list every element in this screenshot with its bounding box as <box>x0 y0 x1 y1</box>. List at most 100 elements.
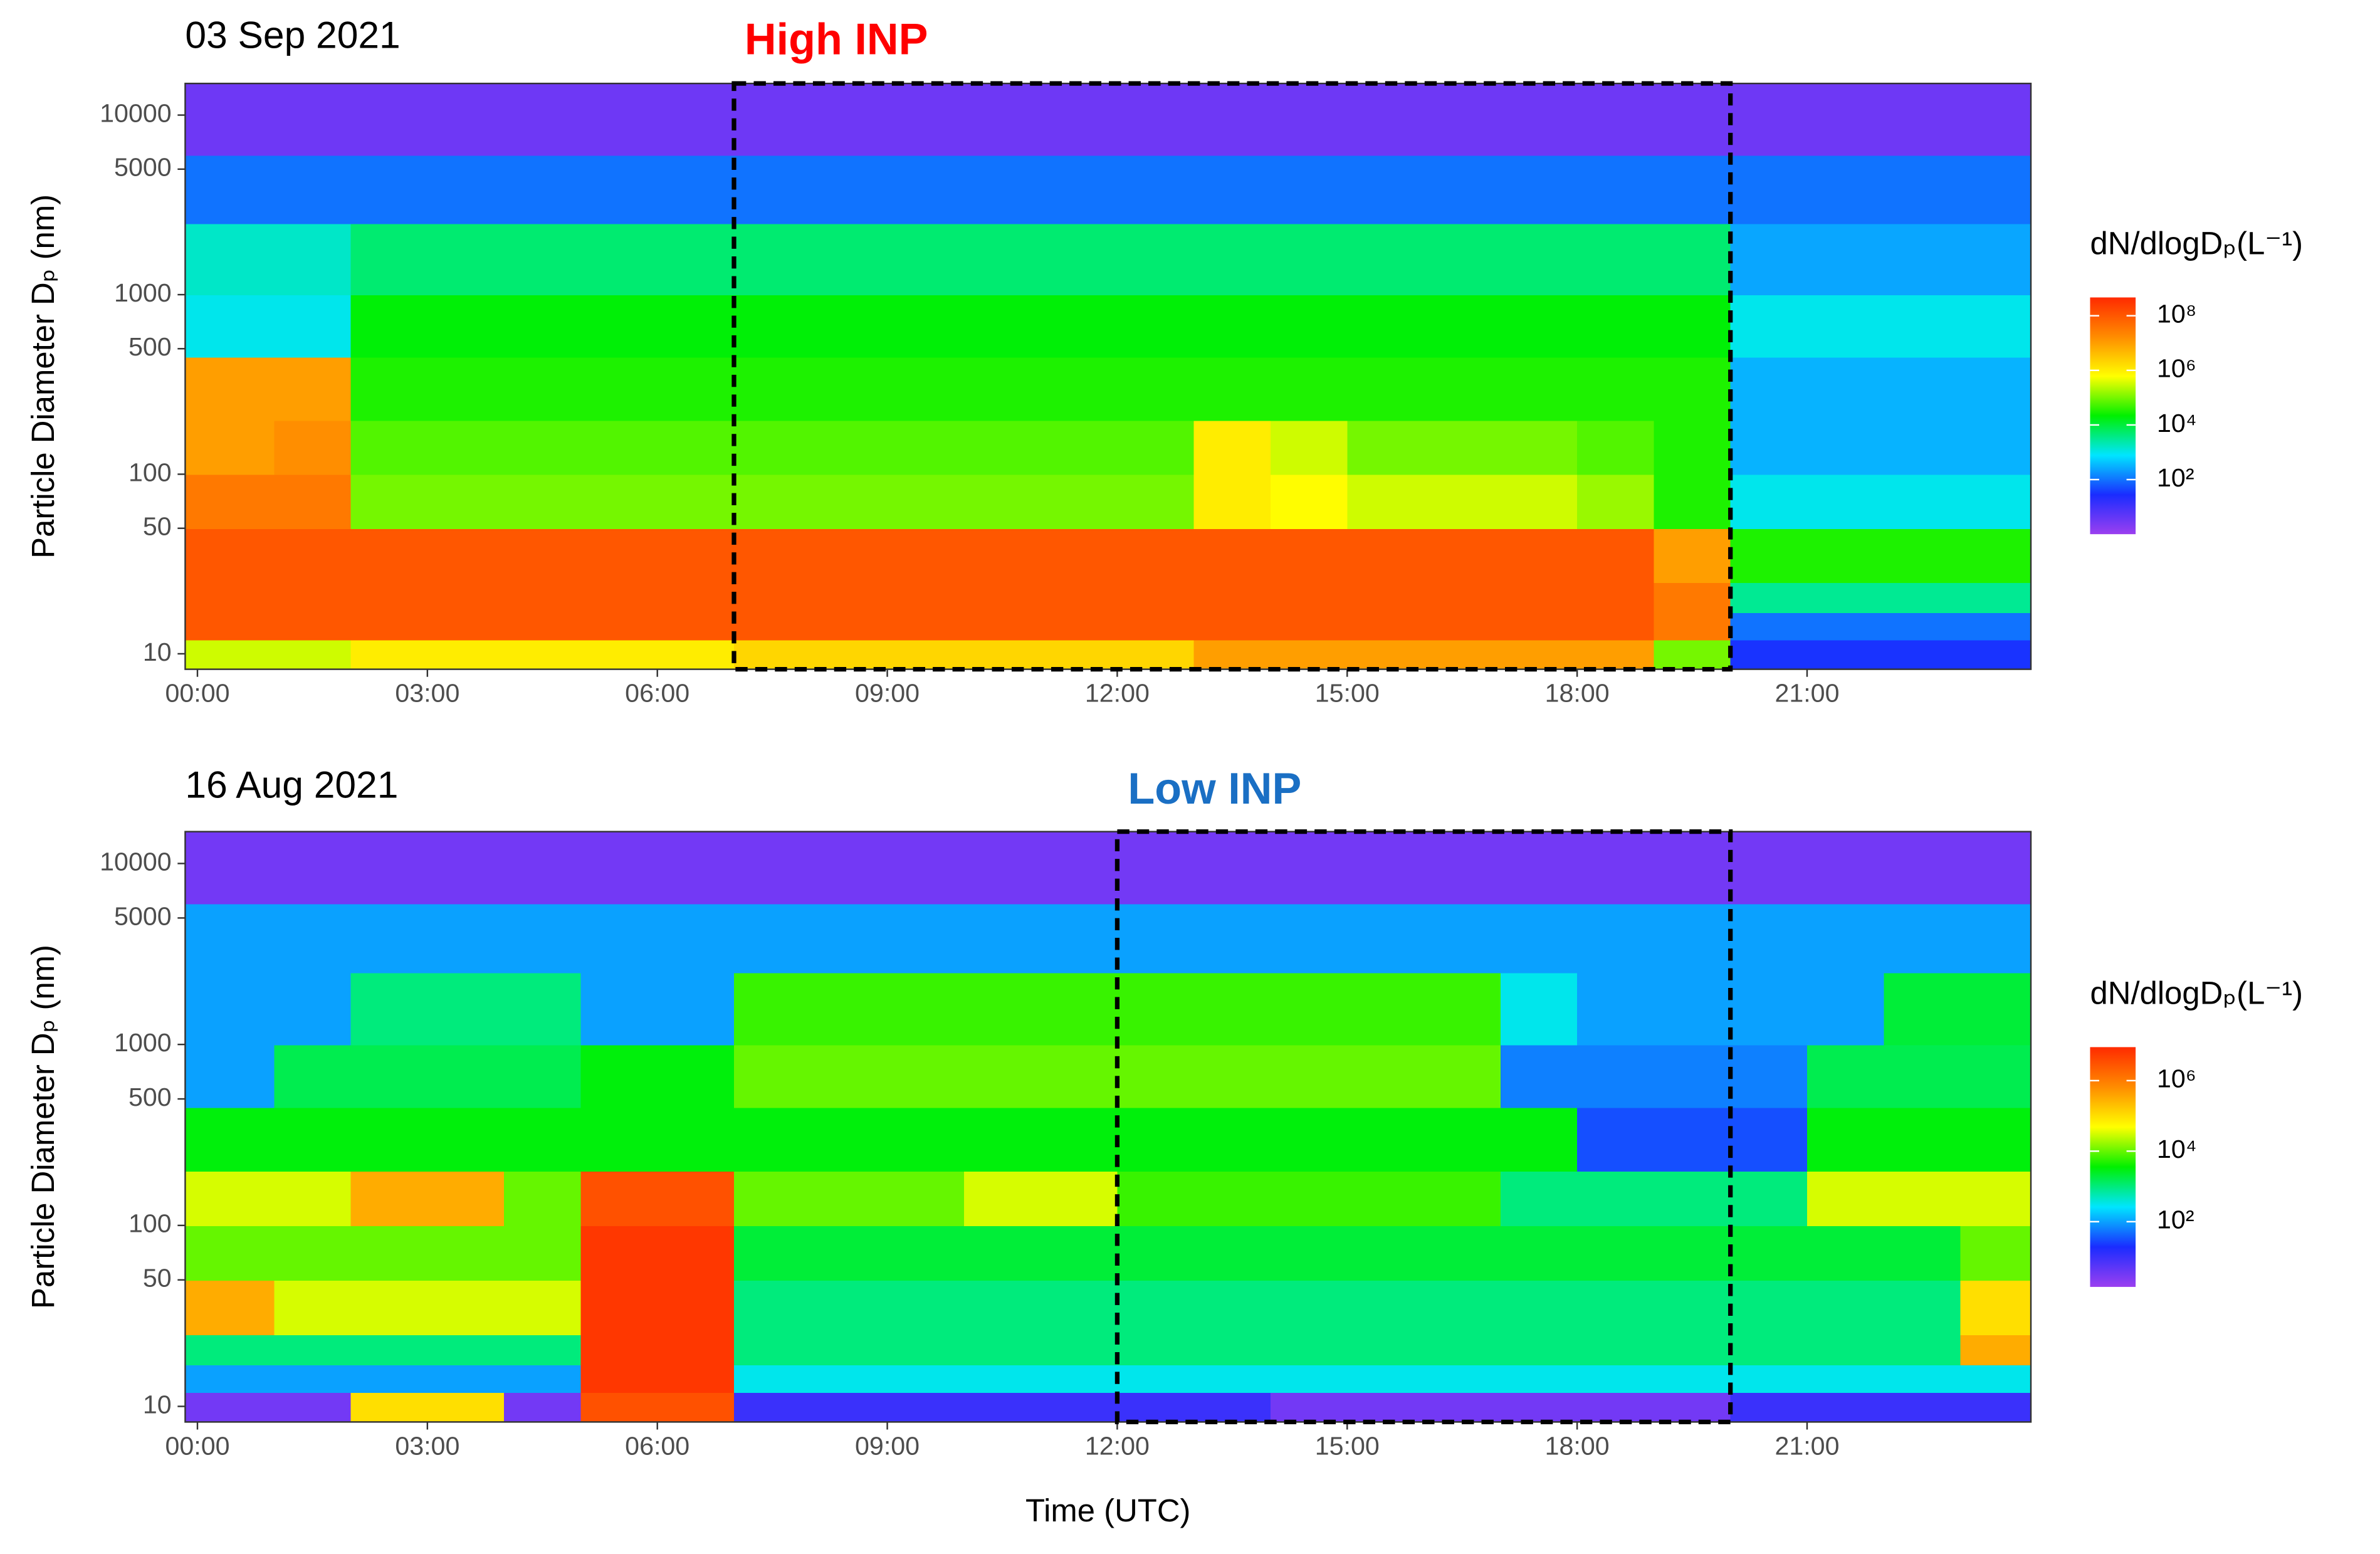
heat-cell <box>427 1279 505 1335</box>
heat-cell <box>1730 1279 1808 1335</box>
heat-cell <box>1270 357 1348 421</box>
heat-cell <box>1960 83 2031 156</box>
heat-cell <box>1193 1225 1272 1281</box>
heat-cell <box>1117 1334 1195 1366</box>
heat-cell <box>1577 612 1655 641</box>
heat-cell <box>733 1279 812 1335</box>
heat-cell <box>1884 420 1961 475</box>
heat-cell <box>274 295 352 358</box>
heat-cell <box>1960 474 2031 529</box>
colorbar-tick-label: 10² <box>2157 463 2194 492</box>
heat-cell <box>733 1107 812 1172</box>
heat-cell <box>1041 1392 1118 1422</box>
heat-cell <box>1884 1225 1961 1281</box>
heat-cell <box>504 155 582 224</box>
heat-cell <box>1577 639 1655 669</box>
heat-cell <box>1654 1364 1731 1393</box>
heat-cell <box>350 83 429 156</box>
heat-cell <box>350 1392 429 1422</box>
heat-cell <box>1500 474 1578 529</box>
heat-cell <box>887 223 965 296</box>
x-tick-label: 00:00 <box>165 1431 229 1460</box>
heat-cell <box>1041 972 1118 1046</box>
heat-cell <box>1577 1364 1655 1393</box>
heat-cell <box>1806 528 1885 584</box>
heat-cell <box>580 1044 658 1108</box>
heat-cell <box>350 223 429 296</box>
heat-cell <box>350 582 429 614</box>
heat-cell <box>810 903 888 974</box>
heat-cell <box>1347 582 1425 614</box>
heat-cell <box>1577 357 1655 421</box>
heat-cell <box>274 972 352 1046</box>
heat-cell <box>1041 1044 1118 1108</box>
heat-cell <box>810 1044 888 1108</box>
heat-cell <box>733 1170 812 1227</box>
heat-cell <box>963 1392 1042 1422</box>
heat-cell <box>810 83 888 156</box>
heat-cell <box>1500 223 1578 296</box>
heat-cell <box>810 1392 888 1422</box>
heat-cell <box>963 612 1042 641</box>
heat-cell <box>185 1107 275 1172</box>
heat-cell <box>810 1334 888 1366</box>
heat-cell <box>1500 357 1578 421</box>
heat-cell <box>1577 1279 1655 1335</box>
heat-cell <box>733 1044 812 1108</box>
heat-cell <box>504 1334 582 1366</box>
heat-cell <box>1423 612 1502 641</box>
heat-cell <box>657 831 735 905</box>
heat-cell <box>963 972 1042 1046</box>
heat-cell <box>1654 1170 1731 1227</box>
heat-cell <box>1577 582 1655 614</box>
heat-cell <box>1117 639 1195 669</box>
heat-cell <box>580 474 658 529</box>
heat-cell <box>274 1107 352 1172</box>
heat-cell <box>350 831 429 905</box>
heat-cell <box>580 155 658 224</box>
heat-cell <box>1041 1279 1118 1335</box>
heat-cell <box>1270 903 1348 974</box>
heat-cell <box>1577 1107 1655 1172</box>
heat-cell <box>1347 903 1425 974</box>
heat-cell <box>1960 1044 2031 1108</box>
heat-cell <box>1884 295 1961 358</box>
heat-cell <box>504 223 582 296</box>
heat-cell <box>1654 357 1731 421</box>
heat-cell <box>657 155 735 224</box>
heat-cell <box>350 420 429 475</box>
heat-cell <box>185 1334 275 1366</box>
heat-cell <box>1423 1107 1502 1172</box>
colorbar-tick-label: 10⁶ <box>2157 354 2196 383</box>
heat-cell <box>1500 1044 1578 1108</box>
heat-cell <box>1270 831 1348 905</box>
heat-cell <box>504 639 582 669</box>
heat-cell <box>427 612 505 641</box>
heat-cell <box>1577 1044 1655 1108</box>
heat-cell <box>1423 295 1502 358</box>
x-tick-label: 12:00 <box>1085 1431 1150 1460</box>
heat-cell <box>1577 1334 1655 1366</box>
heat-cell <box>1577 1170 1655 1227</box>
heat-cell <box>580 612 658 641</box>
heat-cell <box>1423 582 1502 614</box>
heat-cell <box>887 1279 965 1335</box>
heat-cell <box>185 420 275 475</box>
heat-cell <box>1960 1334 2031 1366</box>
heat-cell <box>733 155 812 224</box>
heat-cell <box>1500 155 1578 224</box>
heat-cell <box>1960 1170 2031 1227</box>
y-tick-label: 50 <box>143 512 172 541</box>
heat-cell <box>810 972 888 1046</box>
heat-cell <box>274 474 352 529</box>
heat-cell <box>1884 972 1961 1046</box>
heat-cell <box>1577 474 1655 529</box>
heat-cell <box>580 831 658 905</box>
heat-cell <box>1577 295 1655 358</box>
heat-cell <box>427 1225 505 1281</box>
heat-cell <box>887 639 965 669</box>
heat-cell <box>887 474 965 529</box>
heat-cell <box>1193 528 1272 584</box>
heat-cell <box>1884 474 1961 529</box>
heat-cell <box>274 639 352 669</box>
